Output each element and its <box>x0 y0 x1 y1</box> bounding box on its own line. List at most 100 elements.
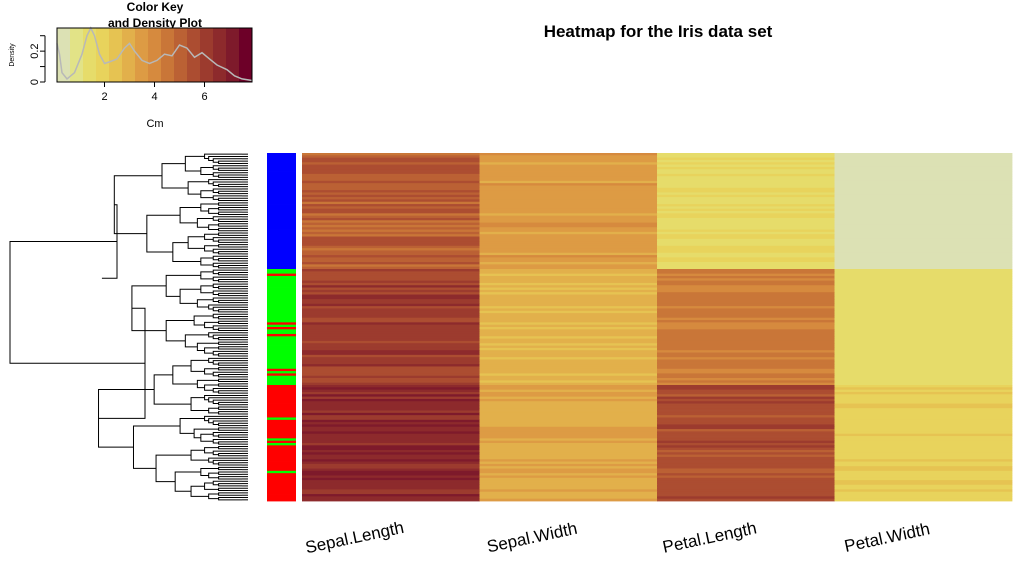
heatmap-cell <box>302 443 480 446</box>
heatmap-cell <box>479 436 658 439</box>
heatmap-cell <box>302 227 480 230</box>
heatmap-cell <box>302 315 480 319</box>
row-side-color <box>267 470 296 474</box>
row-side-color <box>267 211 296 214</box>
heatmap-cell <box>657 204 835 207</box>
heatmap-cell <box>834 250 1013 254</box>
heatmap-cell <box>657 213 835 217</box>
heatmap-cell <box>302 287 480 291</box>
heatmap-cell <box>657 380 835 384</box>
heatmap-cell <box>657 333 835 337</box>
heatmap-cell <box>657 475 835 479</box>
heatmap-cell <box>834 333 1013 337</box>
heatmap-cell <box>834 275 1013 279</box>
heatmap-cell <box>834 345 1013 349</box>
color-key-swatch <box>226 28 240 82</box>
heatmap-cell <box>302 275 480 279</box>
heatmap-cell <box>657 183 835 186</box>
row-side-color <box>267 204 296 207</box>
heatmap-cell <box>479 153 658 156</box>
heatmap-cell <box>657 229 835 233</box>
row-side-color <box>267 273 296 277</box>
heatmap-cell <box>657 324 835 328</box>
row-side-color <box>267 424 296 428</box>
heatmap-cell <box>657 194 835 198</box>
heatmap-cell <box>302 180 480 184</box>
row-side-color <box>267 415 296 418</box>
heatmap-cell <box>302 292 480 295</box>
heatmap-cell <box>302 278 480 281</box>
row-side-color <box>267 299 296 302</box>
heatmap-cell <box>834 357 1013 360</box>
heatmap-cell <box>657 345 835 349</box>
heatmap-cell <box>657 238 835 242</box>
heatmap-cell <box>479 373 658 377</box>
heatmap-cell <box>834 338 1013 342</box>
dendrogram-branch <box>193 315 214 326</box>
heatmap-cell <box>834 271 1013 275</box>
dendrogram-branch <box>212 399 242 405</box>
row-side-color <box>267 206 296 210</box>
heatmap-cell <box>657 489 835 493</box>
row-side-color <box>267 285 296 288</box>
heatmap-cell <box>479 211 658 214</box>
dendrogram-branch <box>218 197 242 202</box>
heatmap-cell <box>302 489 480 493</box>
heatmap-cell <box>479 187 658 191</box>
row-side-color <box>267 357 296 360</box>
heatmap-cell <box>479 289 658 293</box>
row-side-color <box>267 419 296 423</box>
dendrogram-branch <box>208 224 219 231</box>
heatmap-cell <box>657 292 835 295</box>
heatmap-cell <box>479 222 658 226</box>
heatmap-cell <box>302 224 480 228</box>
dendrogram-branch <box>218 367 242 371</box>
heatmap-cell <box>657 255 835 258</box>
heatmap-cell <box>479 498 658 502</box>
heatmap-cell <box>834 380 1013 384</box>
heatmap-cell <box>834 197 1013 200</box>
dendrogram-branch <box>212 290 242 296</box>
row-side-color <box>267 185 296 189</box>
heatmap-cell <box>834 166 1013 170</box>
heatmap-cell <box>302 480 480 483</box>
heatmap-cell <box>657 366 835 370</box>
heatmap-cell <box>657 206 835 210</box>
row-side-color <box>267 489 296 493</box>
dendrogram-branch <box>200 271 214 280</box>
heatmap-cell <box>834 361 1013 365</box>
dendrogram-branch <box>218 411 242 415</box>
heatmap-cell <box>302 273 480 277</box>
heatmap-cell <box>834 320 1013 323</box>
row-side-color <box>267 375 296 379</box>
heatmap-cell <box>834 310 1013 314</box>
row-side-color <box>267 176 296 179</box>
dendrogram-branch <box>212 276 242 282</box>
dendrogram-branch <box>218 497 242 501</box>
row-side-color <box>267 241 296 244</box>
heatmap-cell <box>657 487 835 490</box>
dendrogram-branch <box>161 163 189 189</box>
dendrogram-branch <box>212 188 242 193</box>
heatmap-cell <box>834 463 1013 467</box>
heatmap-cell <box>479 252 658 256</box>
heatmap-cell <box>834 262 1013 265</box>
heatmap-cell <box>479 271 658 275</box>
dendrogram-branch <box>204 321 219 329</box>
heatmap-cell <box>834 285 1013 288</box>
heatmap-cell <box>479 194 658 198</box>
dendrogram-branch <box>165 319 195 342</box>
heatmap-cell <box>479 320 658 323</box>
row-side-color <box>267 255 296 258</box>
heatmap-cell <box>302 494 480 497</box>
heatmap-cell <box>657 315 835 319</box>
heatmap-cell <box>479 259 658 263</box>
column-label: Petal.Length <box>661 518 758 556</box>
heatmap-cell <box>479 366 658 370</box>
dendrogram-branch <box>218 341 242 345</box>
row-side-color <box>267 166 296 170</box>
row-side-color <box>267 229 296 233</box>
heatmap-cell <box>302 259 480 263</box>
heatmap-cell <box>479 470 658 474</box>
heatmap-cell <box>302 299 480 302</box>
